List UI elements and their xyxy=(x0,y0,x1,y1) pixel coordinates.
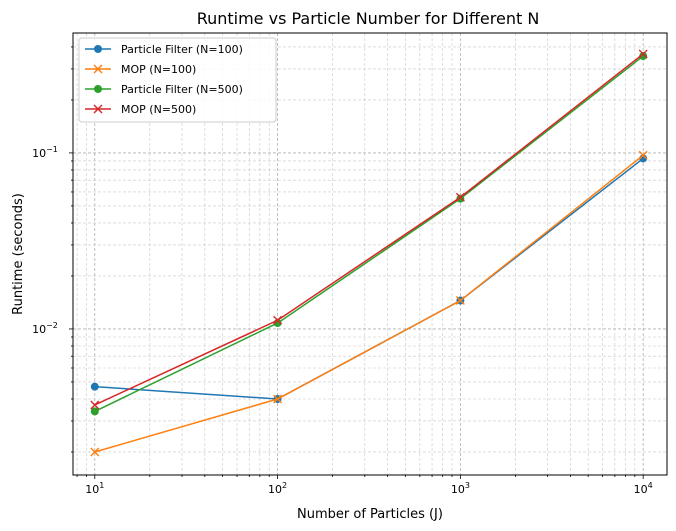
series-line-2 xyxy=(94,154,644,453)
plot-series xyxy=(90,49,648,457)
x-tick-base: 10 xyxy=(451,483,465,496)
data-point-4 xyxy=(273,315,283,325)
legend-marker-4-stroke xyxy=(93,104,103,114)
x-axis-label: Number of Particles (J) xyxy=(297,507,443,522)
data-point-4-stroke xyxy=(90,400,100,410)
data-point-4 xyxy=(638,49,648,59)
legend-label-1: Particle Filter (N=100) xyxy=(121,43,243,56)
y-axis-label: Runtime (seconds) xyxy=(11,193,26,315)
y-tick-exponent: −1 xyxy=(46,145,58,154)
data-point-3 xyxy=(639,52,648,61)
series-line-1 xyxy=(94,157,644,400)
x-tick-label: 101 xyxy=(85,481,104,496)
x-tick-exponent: 4 xyxy=(648,481,653,490)
legend-marker-2-stroke xyxy=(93,64,103,74)
data-point-4 xyxy=(455,192,465,202)
data-point-2 xyxy=(273,394,283,404)
data-point-1 xyxy=(90,382,99,391)
x-tick-exponent: 2 xyxy=(282,481,287,490)
data-point-2-stroke xyxy=(638,150,648,160)
x-tick-base: 10 xyxy=(85,483,99,496)
y-tick-exponent: −2 xyxy=(46,321,58,330)
data-point-3 xyxy=(90,407,99,416)
data-point-2-stroke xyxy=(90,447,100,457)
chart-title: Runtime vs Particle Number for Different… xyxy=(197,9,540,28)
x-tick-base: 10 xyxy=(634,483,648,496)
data-point-2 xyxy=(455,296,465,306)
legend-marker-1 xyxy=(94,45,102,53)
x-tick-label: 104 xyxy=(634,481,653,496)
data-point-2-stroke xyxy=(455,296,465,306)
legend-marker-2 xyxy=(93,64,103,74)
legend-label-4: MOP (N=500) xyxy=(121,103,196,116)
data-point-4-stroke xyxy=(638,49,648,59)
legend-box xyxy=(78,37,277,123)
x-tick-base: 10 xyxy=(268,483,282,496)
grid xyxy=(73,33,667,475)
plot-frame xyxy=(72,32,668,476)
y-tick-label: 10−1 xyxy=(32,145,58,160)
x-tick-label: 103 xyxy=(451,481,470,496)
y-tick-base: 10 xyxy=(32,323,46,336)
data-point-4 xyxy=(90,400,100,410)
legend-marker-3 xyxy=(94,85,102,93)
x-tick-exponent: 3 xyxy=(465,481,470,490)
legend-label-2: MOP (N=100) xyxy=(121,63,196,76)
data-point-2 xyxy=(638,150,648,160)
data-point-2 xyxy=(90,447,100,457)
y-tick-label: 10−2 xyxy=(32,321,58,336)
legend-marker-4 xyxy=(93,104,103,114)
data-point-2-stroke xyxy=(273,394,283,404)
x-tick-exponent: 1 xyxy=(99,481,104,490)
x-tick-label: 102 xyxy=(268,481,287,496)
data-point-4-stroke xyxy=(273,315,283,325)
series-line-4 xyxy=(94,53,644,406)
y-tick-base: 10 xyxy=(32,147,46,160)
legend: Particle Filter (N=100) MOP (N=100) Partic… xyxy=(78,37,277,123)
legend-label-3: Particle Filter (N=500) xyxy=(121,83,243,96)
series-line-3 xyxy=(94,55,644,413)
data-point-4-stroke xyxy=(455,192,465,202)
